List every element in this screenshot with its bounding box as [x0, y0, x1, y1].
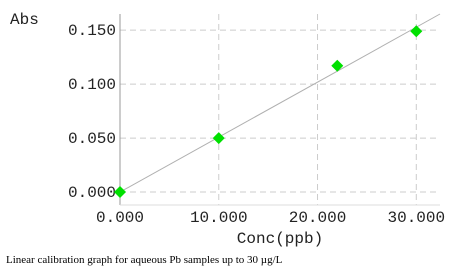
fit-line: [119, 13, 441, 193]
y-tick-label: 0.100: [68, 76, 116, 94]
caption: Linear calibration graph for aqueous Pb …: [6, 254, 283, 266]
data-point: [114, 186, 126, 199]
y-axis-label: Abs: [10, 11, 39, 29]
y-tick-label: 0.050: [68, 130, 116, 148]
x-axis-label: Conc(ppb): [237, 230, 323, 248]
x-tick-label: 20.000: [289, 209, 347, 227]
y-tick-label: 0.000: [68, 184, 116, 202]
data-point: [331, 59, 344, 72]
x-tick-label: 10.000: [190, 209, 248, 227]
data-point: [410, 25, 423, 38]
x-tick-label: 0.000: [96, 209, 144, 227]
x-tick-label: 30.000: [387, 209, 445, 227]
y-tick-label: 0.150: [68, 22, 116, 40]
data-point: [212, 132, 225, 145]
